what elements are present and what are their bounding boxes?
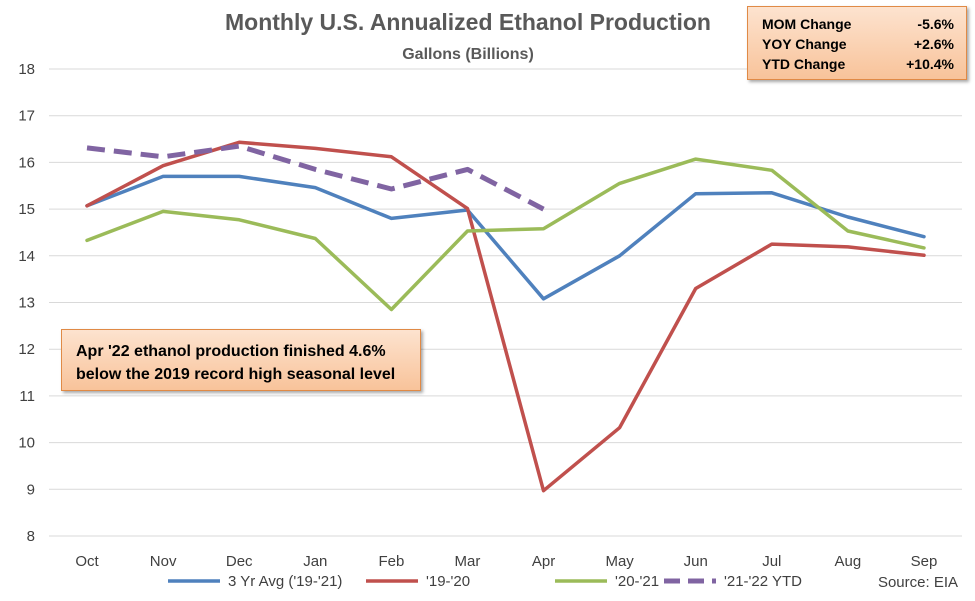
y-tick-label: 8 <box>27 528 35 545</box>
y-tick-label: 9 <box>27 481 35 498</box>
y-tick-label: 13 <box>18 295 35 312</box>
series-line-1 <box>85 140 926 493</box>
annotation-box: Apr '22 ethanol production finished 4.6%… <box>61 329 421 391</box>
chart-subtitle: Gallons (Billions) <box>402 46 534 63</box>
y-tick-label: 18 <box>18 61 35 78</box>
series-line-0 <box>85 174 926 301</box>
y-tick-label: 12 <box>18 341 35 358</box>
series-line-2 <box>85 157 926 312</box>
y-tick-label: 10 <box>18 435 35 452</box>
legend-label: 3 Yr Avg ('19-'21) <box>228 573 342 590</box>
x-tick-label: Sep <box>911 553 938 570</box>
annotation-line-2: below the 2019 record high seasonal leve… <box>76 366 396 383</box>
x-tick-label: Nov <box>150 553 177 570</box>
legend-label: '21-'22 YTD <box>724 573 802 590</box>
x-tick-label: Feb <box>378 553 404 570</box>
y-tick-label: 14 <box>18 248 35 265</box>
y-axis-ticks: 8 9 10 11 12 13 14 15 16 17 18 <box>18 61 35 545</box>
legend-label: '20-'21 <box>615 573 659 590</box>
stat-value: +10.4% <box>906 56 954 72</box>
x-tick-label: Oct <box>75 553 99 570</box>
stat-value: -5.6% <box>917 16 954 32</box>
source-label: Source: EIA <box>878 574 958 591</box>
x-tick-label: Jun <box>684 553 708 570</box>
gridlines <box>49 68 962 537</box>
stat-row-mom: MOM Change -5.6% <box>762 14 954 34</box>
stat-label: YTD Change <box>762 56 846 72</box>
x-tick-label: May <box>605 553 634 570</box>
legend-label: '19-'20 <box>426 573 470 590</box>
stat-value: +2.6% <box>913 36 954 52</box>
series-line-3 <box>86 143 545 212</box>
y-tick-label: 15 <box>18 201 35 218</box>
stat-row-ytd: YTD Change +10.4% <box>762 54 954 74</box>
stat-label: MOM Change <box>762 16 852 32</box>
stat-row-yoy: YOY Change +2.6% <box>762 34 954 54</box>
x-tick-label: Dec <box>226 553 253 570</box>
annotation-line-1: Apr '22 ethanol production finished 4.6% <box>76 343 386 360</box>
legend: 3 Yr Avg ('19-'21) '19-'20 '20-'21 '21-'22 … <box>168 573 802 590</box>
x-axis-ticks: Oct Nov Dec Jan Feb Mar Apr May Jun Jul Aug Sep <box>75 553 937 570</box>
y-tick-label: 16 <box>18 154 35 171</box>
stats-box: MOM Change -5.6% YOY Change +2.6% YTD Ch… <box>747 6 967 80</box>
x-tick-label: Jan <box>303 553 327 570</box>
x-tick-label: Apr <box>532 553 555 570</box>
chart-title: Monthly U.S. Annualized Ethanol Producti… <box>225 9 711 35</box>
stat-label: YOY Change <box>762 36 847 52</box>
y-tick-label: 11 <box>19 388 35 405</box>
x-tick-label: Aug <box>835 553 862 570</box>
series-lines <box>85 140 926 493</box>
x-tick-label: Mar <box>455 553 481 570</box>
x-tick-label: Jul <box>762 553 781 570</box>
y-tick-label: 17 <box>18 108 35 125</box>
